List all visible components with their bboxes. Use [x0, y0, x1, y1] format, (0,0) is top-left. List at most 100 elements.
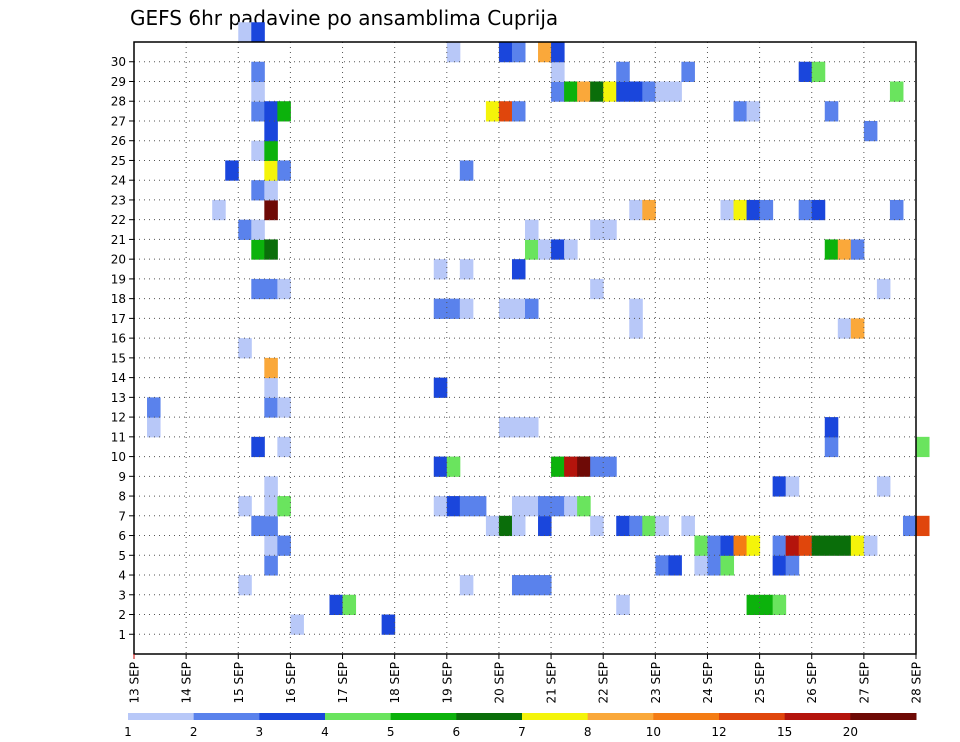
heatmap-cell [277, 535, 291, 556]
y-tick-label: 22 [111, 213, 126, 227]
heatmap-cell [629, 81, 643, 102]
heatmap-cell [655, 515, 669, 537]
heatmap-cell [251, 81, 265, 102]
y-tick-label: 6 [118, 529, 126, 543]
heatmap-cell [733, 199, 748, 221]
heatmap-cell [916, 436, 930, 458]
heatmap-cell [720, 555, 735, 576]
legend-label: 12 [711, 725, 726, 739]
heatmap-cell [498, 298, 513, 319]
heatmap-cell [772, 476, 787, 497]
heatmap-cell [433, 496, 448, 517]
y-tick-label: 27 [111, 114, 126, 128]
x-tick-label: 26 SEP [805, 662, 819, 704]
y-tick-label: 18 [111, 292, 126, 306]
heatmap-cell [694, 535, 708, 556]
x-tick-label: 14 SEP [180, 662, 194, 704]
heatmap-cell [459, 298, 474, 319]
legend-swatch [325, 713, 392, 720]
x-tick-label: 16 SEP [284, 662, 298, 704]
heatmap-cell [251, 515, 265, 537]
heatmap-cell [277, 101, 291, 122]
heatmap-cell [603, 81, 617, 102]
legend-swatch [193, 713, 260, 720]
legend-label: 10 [646, 725, 661, 739]
heatmap-cell [655, 81, 669, 102]
y-tick-label: 15 [111, 351, 126, 365]
heatmap-cell [238, 575, 252, 596]
heatmap-cell [564, 239, 578, 260]
heatmap-cell [264, 199, 278, 221]
heatmap-cell [733, 535, 748, 556]
heatmap-cell [642, 515, 656, 537]
x-tick-label: 22 SEP [597, 662, 611, 704]
heatmap-cell [629, 515, 643, 537]
heatmap-cell [498, 417, 513, 438]
heatmap-cell [551, 81, 565, 102]
heatmap-cell [837, 318, 852, 339]
y-tick-label: 8 [118, 490, 126, 504]
x-tick-label: 21 SEP [545, 662, 559, 704]
heatmap-cell [147, 397, 161, 418]
heatmap-cell [642, 81, 656, 102]
heatmap-cell [746, 594, 761, 616]
legend-label: 4 [321, 725, 329, 739]
heatmap-cell [863, 120, 878, 142]
heatmap-cell [850, 535, 865, 556]
heatmap-cell [811, 199, 826, 221]
heatmap-cell [564, 496, 578, 517]
heatmap-cell [616, 81, 630, 102]
heatmap-cell [264, 555, 278, 576]
y-tick-label: 17 [111, 312, 126, 326]
heatmap-cell [746, 199, 761, 221]
heatmap-cell [264, 239, 278, 260]
y-tick-label: 4 [118, 569, 126, 583]
y-tick-label: 14 [111, 371, 126, 385]
heatmap-cell [277, 397, 291, 418]
legend-label: 2 [190, 725, 198, 739]
heatmap-cell [251, 278, 265, 300]
heatmap-cell [603, 219, 617, 240]
y-tick-label: 20 [111, 253, 126, 267]
heatmap-cell [264, 476, 278, 497]
heatmap-cell [902, 515, 917, 537]
heatmap-cell [603, 456, 617, 477]
heatmap-cell [577, 496, 591, 517]
heatmap-cell [147, 417, 161, 438]
heatmap-cell [264, 496, 278, 517]
heatmap-cell [551, 456, 565, 477]
legend-swatch [587, 713, 654, 720]
y-tick-label: 9 [118, 470, 126, 484]
heatmap-cell [433, 298, 448, 319]
y-tick-label: 3 [118, 588, 126, 602]
heatmap-cell [525, 298, 539, 319]
legend-swatch [128, 713, 195, 720]
heatmap-cell [251, 101, 265, 122]
y-tick-label: 10 [111, 450, 126, 464]
heatmap-cell [525, 219, 539, 240]
heatmap-cell [564, 81, 578, 102]
heatmap-cell [225, 160, 239, 181]
heatmap-cell [863, 535, 878, 556]
legend-label: 7 [518, 725, 526, 739]
x-tick-label: 15 SEP [232, 662, 246, 704]
y-tick-label: 21 [111, 233, 126, 247]
heatmap-cell [238, 338, 252, 359]
y-tick-label: 26 [111, 134, 126, 148]
x-tick-label: 24 SEP [701, 662, 715, 704]
heatmap-cell [824, 535, 839, 556]
heatmap-cell [707, 535, 721, 556]
legend-label: 1 [124, 725, 132, 739]
heatmap-cell [277, 436, 291, 458]
heatmap-cell [824, 436, 839, 458]
heatmap-cell [551, 61, 565, 82]
x-tick-label: 27 SEP [857, 662, 871, 704]
heatmap-cell [616, 515, 630, 537]
y-tick-label: 12 [111, 411, 126, 425]
heatmap-cell [824, 417, 839, 438]
color-legend: 1 2 3 4 5 6 7 8 10 12 15 20 [124, 713, 917, 739]
heatmap-cell [655, 555, 669, 576]
heatmap-cell [798, 535, 813, 556]
heatmap-cell [459, 496, 474, 517]
